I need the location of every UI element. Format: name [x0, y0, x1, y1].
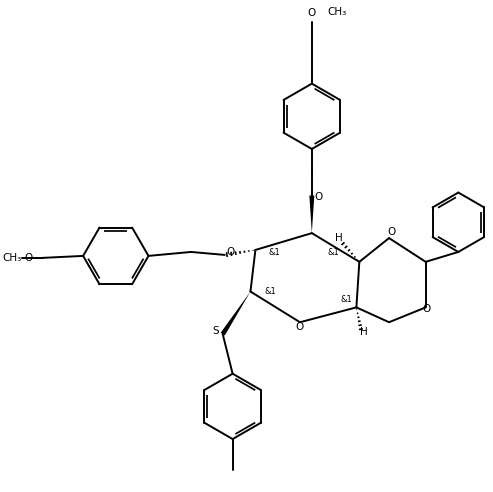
- Text: O: O: [226, 247, 235, 257]
- Text: O: O: [315, 192, 323, 203]
- Text: CH₃: CH₃: [328, 7, 347, 17]
- Text: O: O: [387, 227, 395, 237]
- Text: S: S: [212, 326, 219, 336]
- Text: &1: &1: [268, 248, 280, 257]
- Text: H: H: [335, 233, 343, 243]
- Text: CH₃: CH₃: [2, 253, 22, 263]
- Text: O: O: [308, 8, 316, 18]
- Text: &1: &1: [341, 295, 352, 304]
- Polygon shape: [221, 292, 250, 336]
- Text: O: O: [423, 305, 431, 314]
- Text: &1: &1: [328, 248, 340, 257]
- Text: O: O: [25, 253, 33, 263]
- Text: H: H: [360, 327, 368, 337]
- Text: &1: &1: [264, 287, 276, 296]
- Polygon shape: [309, 195, 315, 233]
- Text: O: O: [296, 322, 304, 332]
